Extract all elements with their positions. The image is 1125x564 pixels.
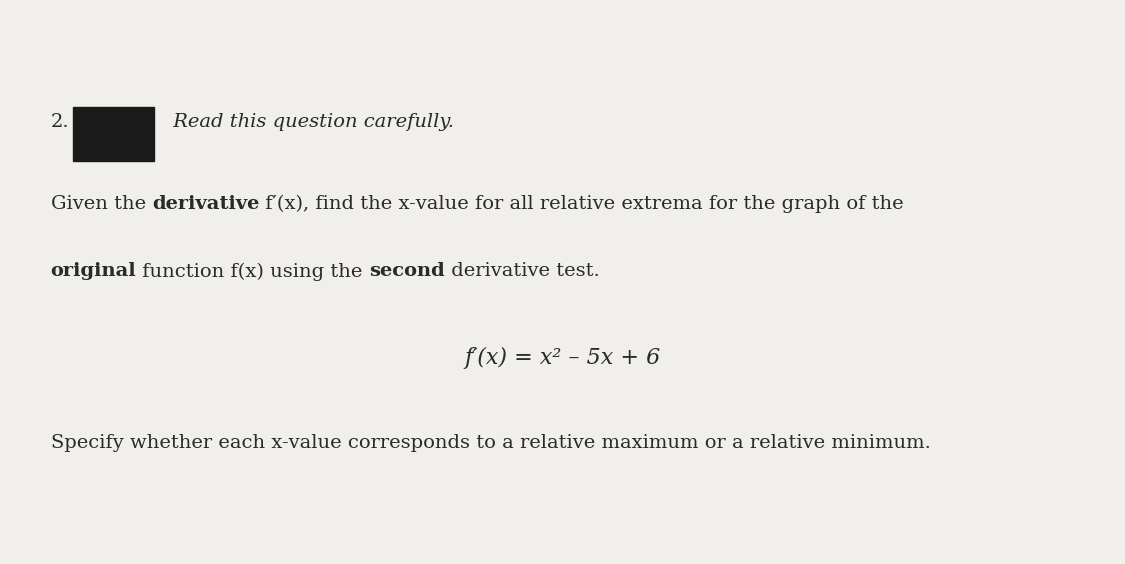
Text: derivative: derivative [152,195,260,213]
Text: f′(x) = x² – 5x + 6: f′(x) = x² – 5x + 6 [465,347,660,369]
Text: function f(x) using the: function f(x) using the [136,262,369,280]
Text: second: second [369,262,444,280]
Text: Read this question carefully.: Read this question carefully. [168,113,454,131]
Text: f′(x), find the x-value for all relative extrema for the graph of the: f′(x), find the x-value for all relative… [260,195,905,213]
Text: 2.: 2. [51,113,70,131]
Text: derivative test.: derivative test. [444,262,600,280]
Text: Given the: Given the [51,195,152,213]
FancyBboxPatch shape [73,107,154,161]
Text: original: original [51,262,136,280]
Text: Specify whether each x-value corresponds to a relative maximum or a relative min: Specify whether each x-value corresponds… [51,434,930,452]
